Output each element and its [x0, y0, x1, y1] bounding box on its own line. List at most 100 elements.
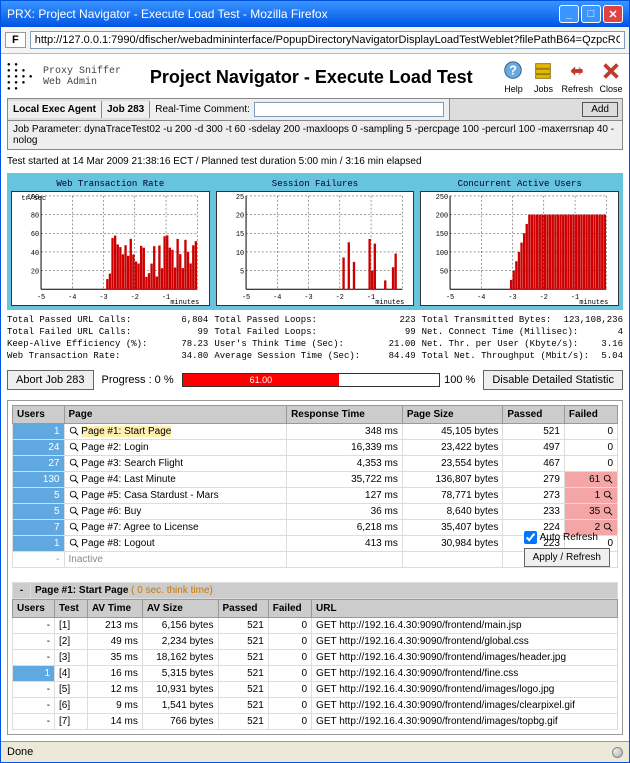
favicon: F — [5, 32, 26, 48]
col-header: Passed — [503, 406, 565, 424]
col-header: Users — [13, 406, 65, 424]
svg-text:-1: -1 — [571, 294, 579, 302]
svg-text:20: 20 — [236, 213, 244, 221]
sub-dash: - — [13, 583, 31, 599]
auto-refresh-check[interactable]: Auto Refresh — [524, 531, 610, 544]
svg-text:?: ? — [510, 63, 518, 78]
close-button-2[interactable]: Close — [599, 60, 623, 94]
col-header: AV Time — [87, 600, 142, 618]
svg-text:40: 40 — [31, 250, 39, 258]
col-header: Failed — [268, 600, 311, 618]
control-bar: Local Exec Agent Job 283 Real-Time Comme… — [7, 98, 623, 121]
stat-block: Total Passed Loops:223Total Failed Loops… — [214, 314, 415, 362]
col-header: Test — [55, 600, 88, 618]
svg-text:100: 100 — [436, 250, 448, 258]
page-title: Project Navigator - Execute Load Test — [150, 67, 473, 88]
svg-text:25: 25 — [236, 194, 244, 202]
svg-text:250: 250 — [436, 194, 448, 202]
detail-table: UsersTestAV TimeAV SizePassedFailedURL -… — [12, 599, 618, 730]
stat-block: Total Passed URL Calls:6,804Total Failed… — [7, 314, 208, 362]
svg-text:minutes: minutes — [170, 299, 199, 305]
table-row[interactable]: -[5]12 ms10,931 bytes5210GET http://192.… — [13, 682, 618, 698]
help-button[interactable]: ? Help — [501, 60, 525, 94]
svg-text:-5: -5 — [446, 294, 454, 302]
svg-text:-5: -5 — [242, 294, 250, 302]
jobs-button[interactable]: Jobs — [531, 60, 555, 94]
col-header: AV Size — [142, 600, 218, 618]
address-bar: F — [1, 27, 629, 54]
table-row[interactable]: -[2]49 ms2,234 bytes5210GET http://192.1… — [13, 634, 618, 650]
titlebar: PRX: Project Navigator - Execute Load Te… — [1, 1, 629, 27]
svg-text:-4: -4 — [273, 294, 281, 302]
svg-text:-2: -2 — [335, 294, 343, 302]
progress-100: 100 % — [444, 374, 475, 386]
svg-text:-1: -1 — [367, 294, 375, 302]
col-header: Passed — [218, 600, 268, 618]
col-header: URL — [312, 600, 618, 618]
url-input[interactable] — [30, 31, 625, 49]
svg-text:-5: -5 — [37, 294, 45, 302]
abort-button[interactable]: Abort Job 283 — [7, 370, 94, 390]
svg-text:-4: -4 — [478, 294, 486, 302]
disable-stat-button[interactable]: Disable Detailed Statistic — [483, 370, 623, 390]
table-row[interactable]: -[3]35 ms18,162 bytes5210GET http://192.… — [13, 650, 618, 666]
svg-text:-2: -2 — [540, 294, 548, 302]
col-header: Users — [13, 600, 55, 618]
logo-text: Proxy Sniffer Web Admin — [43, 66, 121, 88]
apply-refresh-button[interactable]: Apply / Refresh — [524, 548, 610, 567]
table-row[interactable]: 27 Page #3: Search Flight4,353 ms23,554 … — [13, 456, 618, 472]
table-row[interactable]: 1[4]16 ms5,315 bytes5210GET http://192.1… — [13, 666, 618, 682]
svg-text:200: 200 — [436, 213, 448, 221]
svg-text:20: 20 — [31, 269, 39, 277]
svg-text:-4: -4 — [68, 294, 76, 302]
window: PRX: Project Navigator - Execute Load Te… — [0, 0, 630, 763]
chart: Session Failures252015105-5-4-3-2-1minut… — [216, 177, 415, 306]
svg-text:-2: -2 — [131, 294, 139, 302]
window-title: PRX: Project Navigator - Execute Load Te… — [7, 7, 328, 21]
close-button[interactable]: ✕ — [603, 5, 623, 23]
svg-text:150: 150 — [436, 231, 448, 239]
col-header: Response Time — [287, 406, 403, 424]
maximize-button[interactable]: □ — [581, 5, 601, 23]
minimize-button[interactable]: _ — [559, 5, 579, 23]
agent-label: Local Exec Agent — [8, 101, 102, 118]
svg-text:80: 80 — [31, 213, 39, 221]
charts-container: Web Transaction Rate10080604020-5-4-3-2-… — [7, 173, 623, 310]
svg-text:-3: -3 — [99, 294, 107, 302]
svg-text:minutes: minutes — [580, 299, 609, 305]
svg-text:-3: -3 — [304, 294, 312, 302]
comment-label: Real-Time Comment: — [155, 104, 250, 115]
statusbar: Done — [1, 741, 629, 762]
logo-icon: ● ●● ● ●● ● ● ●● ● ●● ● — [7, 62, 35, 92]
svg-text:50: 50 — [440, 269, 448, 277]
stat-block: Total Transmitted Bytes:123,108,236Net. … — [422, 314, 623, 362]
col-header: Page — [64, 406, 287, 424]
chart: Web Transaction Rate10080604020-5-4-3-2-… — [11, 177, 210, 306]
svg-text:60: 60 — [31, 231, 39, 239]
svg-text:minutes: minutes — [375, 299, 404, 305]
table-row[interactable]: -[7]14 ms766 bytes5210GET http://192.16.… — [13, 714, 618, 730]
table-row[interactable]: 5 Page #6: Buy36 ms8,640 bytes23335 — [13, 504, 618, 520]
chart: Concurrent Active Users25020015010050-5-… — [420, 177, 619, 306]
col-header: Failed — [564, 406, 617, 424]
comment-input[interactable] — [254, 102, 444, 117]
svg-text:-3: -3 — [509, 294, 517, 302]
svg-text:5: 5 — [240, 269, 244, 277]
table-row[interactable]: 5 Page #5: Casa Stardust - Mars127 ms78,… — [13, 488, 618, 504]
table-row[interactable]: 24 Page #2: Login16,339 ms23,422 bytes49… — [13, 440, 618, 456]
refresh-button[interactable]: Refresh — [561, 60, 593, 94]
progress-label: Progress : 0 % — [102, 374, 174, 386]
table-row[interactable]: -[1]213 ms6,156 bytes5210GET http://192.… — [13, 618, 618, 634]
table-row[interactable]: 1 Page #1: Start Page348 ms45,105 bytes5… — [13, 424, 618, 440]
job-label: Job 283 — [102, 101, 150, 118]
test-status: Test started at 14 Mar 2009 21:38:16 ECT… — [7, 156, 623, 167]
table-row[interactable]: -[6]9 ms1,541 bytes5210GET http://192.16… — [13, 698, 618, 714]
svg-text:-1: -1 — [162, 294, 170, 302]
svg-text:10: 10 — [236, 250, 244, 258]
svg-text:tr/sec: tr/sec — [21, 195, 46, 203]
table-row[interactable]: 130 Page #4: Last Minute35,722 ms136,807… — [13, 472, 618, 488]
progress-bar: 61.00 — [182, 373, 440, 387]
add-button[interactable]: Add — [582, 102, 618, 117]
col-header: Page Size — [402, 406, 503, 424]
sub-header: Page #1: Start Page ( 0 sec. think time) — [31, 583, 618, 599]
